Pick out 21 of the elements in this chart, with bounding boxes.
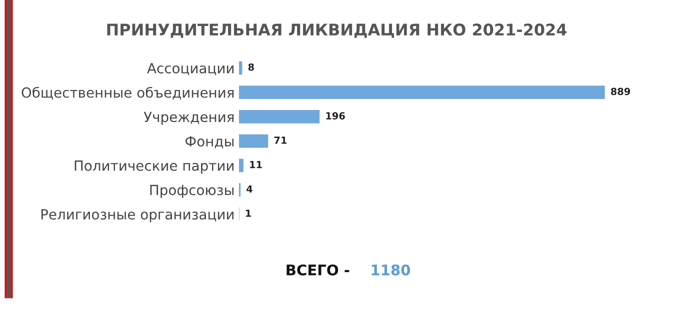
y-tick-label: Религиозные организации: [41, 209, 234, 222]
y-tick-label: Фонды: [185, 136, 234, 148]
bar: [238, 158, 244, 172]
text: ВСЕГО -: [286, 264, 350, 276]
y-tick-label: Политические партии: [74, 160, 234, 174]
bar: [238, 134, 268, 148]
data-label: 4: [246, 185, 252, 192]
bar: [238, 86, 605, 100]
data-label: 71: [274, 136, 287, 144]
y-tick-label: Учреждения: [144, 112, 234, 125]
data-label: 11: [250, 161, 262, 168]
data-label: 196: [326, 112, 345, 120]
data-label: 1: [246, 210, 251, 217]
data-label: 8: [248, 63, 254, 71]
y-tick-label: Ассоциации: [147, 63, 234, 76]
text: 1180: [372, 264, 410, 276]
y-tick-label: Общественные объединения: [22, 86, 234, 100]
data-label: 889: [610, 88, 630, 96]
chart-title: ПРИНУДИТЕЛЬНАЯ ЛИКВИДАЦИЯ НКО 2021-2024: [107, 24, 567, 38]
y-tick-label: Профсоюзы: [150, 184, 234, 198]
bar: [238, 110, 320, 124]
